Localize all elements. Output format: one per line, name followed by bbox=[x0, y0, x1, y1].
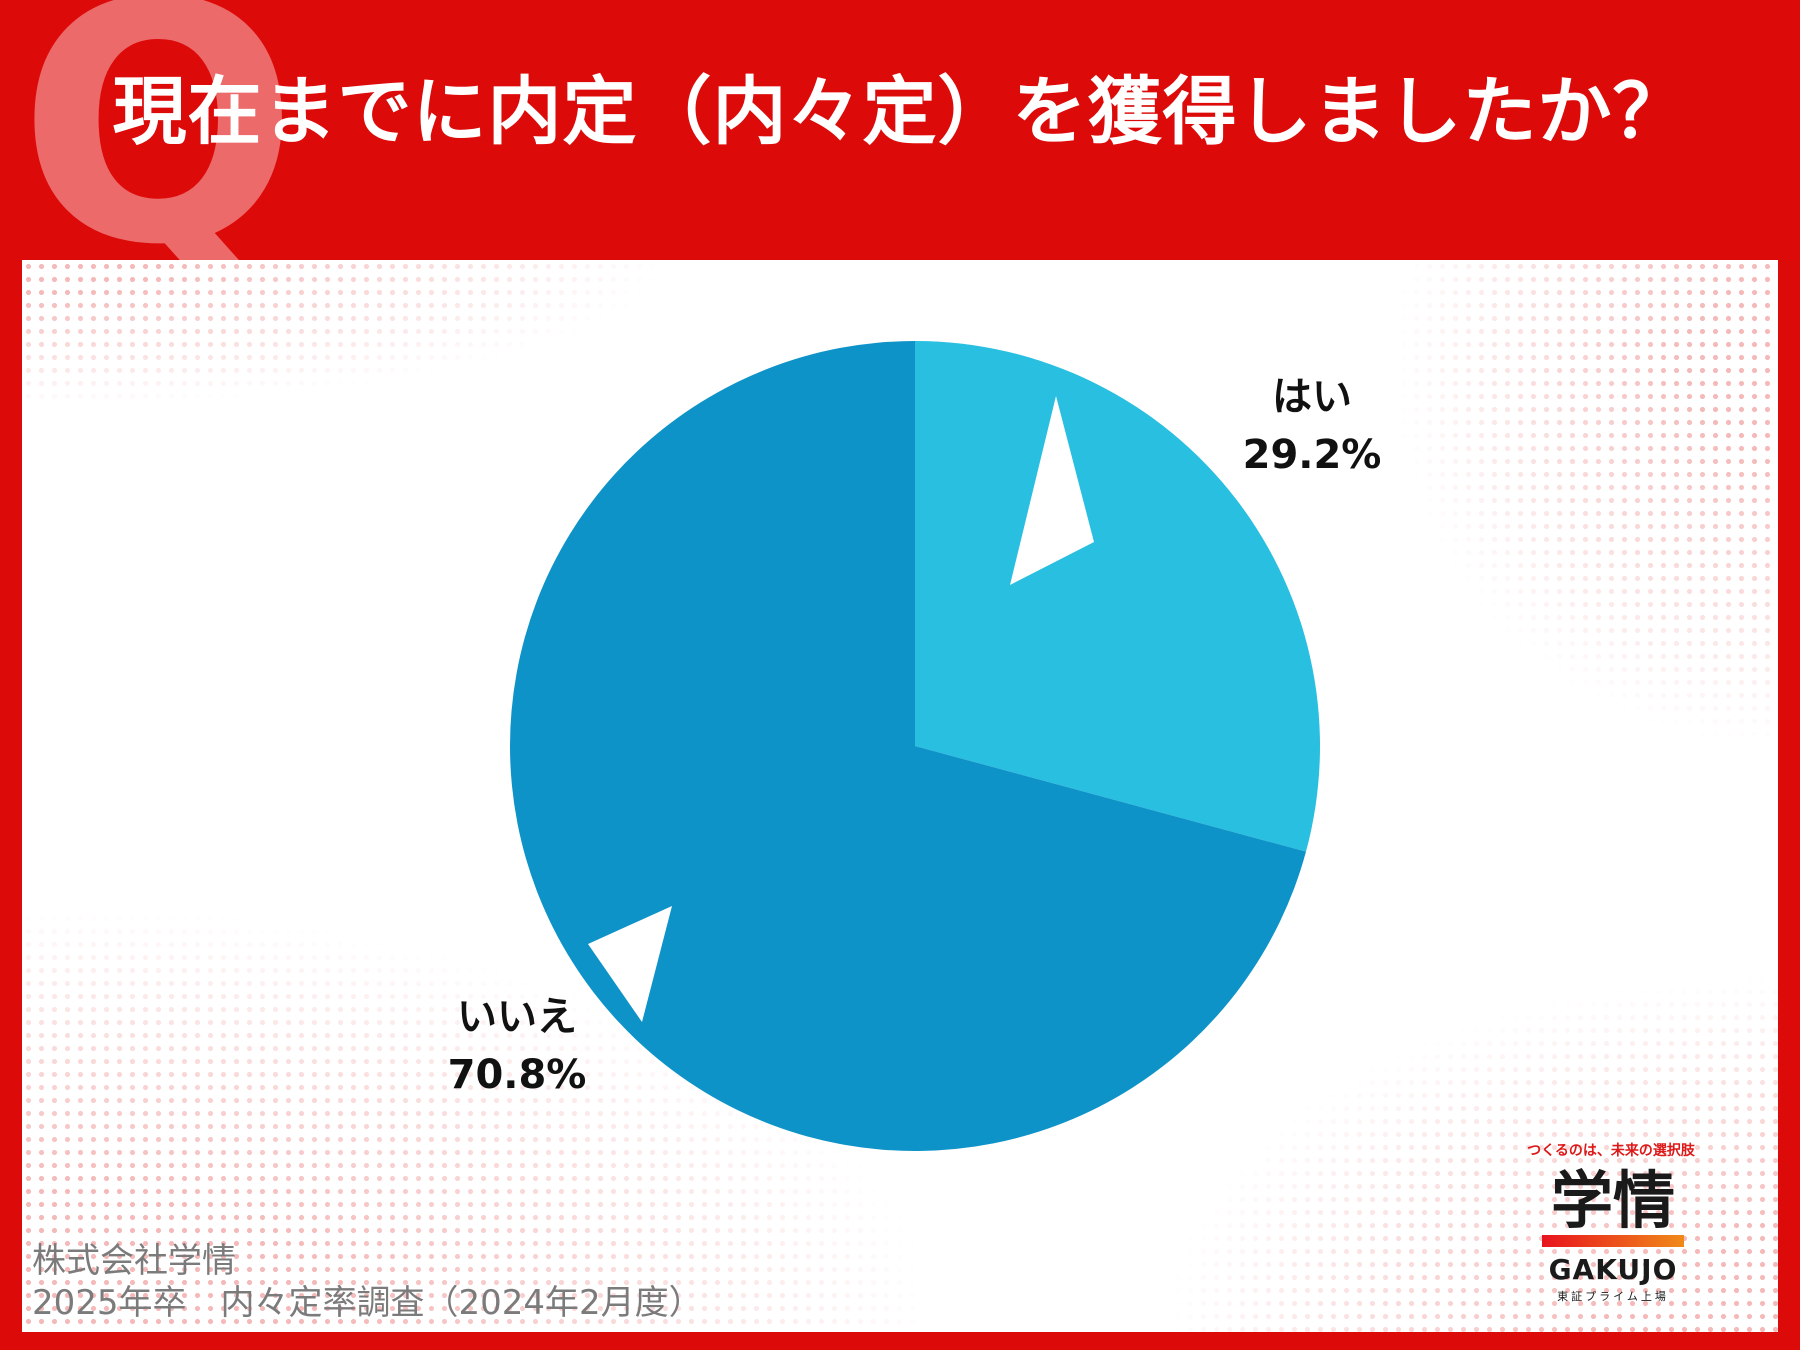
slice-label-no: いいえ bbox=[457, 994, 577, 1040]
slice-value-no: 70.8% bbox=[448, 1052, 587, 1098]
logo-name: GAKUJO bbox=[1548, 1253, 1678, 1286]
logo-gradient-bar bbox=[1542, 1235, 1684, 1247]
logo-subtitle: 東証プライム上場 bbox=[1557, 1290, 1669, 1303]
callout-notch bbox=[588, 906, 672, 1022]
source-line-2: 2025年卒 内々定率調査（2024年2月度） bbox=[32, 1283, 703, 1323]
source-line-1: 株式会社学情 bbox=[32, 1241, 236, 1281]
q-watermark: Q bbox=[18, 0, 299, 317]
chart-panel: はい 29.2% いいえ 70.8% 株式会社学情 2025年卒 内々定率調査（202… bbox=[22, 260, 1778, 1332]
slice-label-yes: はい bbox=[1272, 374, 1352, 420]
logo-mark: 学情 bbox=[1550, 1163, 1675, 1237]
page-title: 現在までに内定（内々定）を獲得しましたか？ bbox=[112, 69, 1688, 155]
callout-notch bbox=[1010, 396, 1094, 585]
gakujo-logo: つくるのは、未来の選択肢 学情 GAKUJO 東証プライム上場 bbox=[1527, 1140, 1698, 1304]
pie-slice-yes bbox=[915, 341, 1320, 852]
logo-tagline: つくるのは、未来の選択肢 bbox=[1527, 1142, 1695, 1159]
slice-value-yes: 29.2% bbox=[1243, 432, 1382, 478]
pie-chart: はい 29.2% いいえ 70.8% bbox=[448, 341, 1382, 1151]
pie-slice-no bbox=[510, 341, 1306, 1151]
source-note: 株式会社学情 2025年卒 内々定率調査（2024年2月度） bbox=[32, 1240, 703, 1324]
